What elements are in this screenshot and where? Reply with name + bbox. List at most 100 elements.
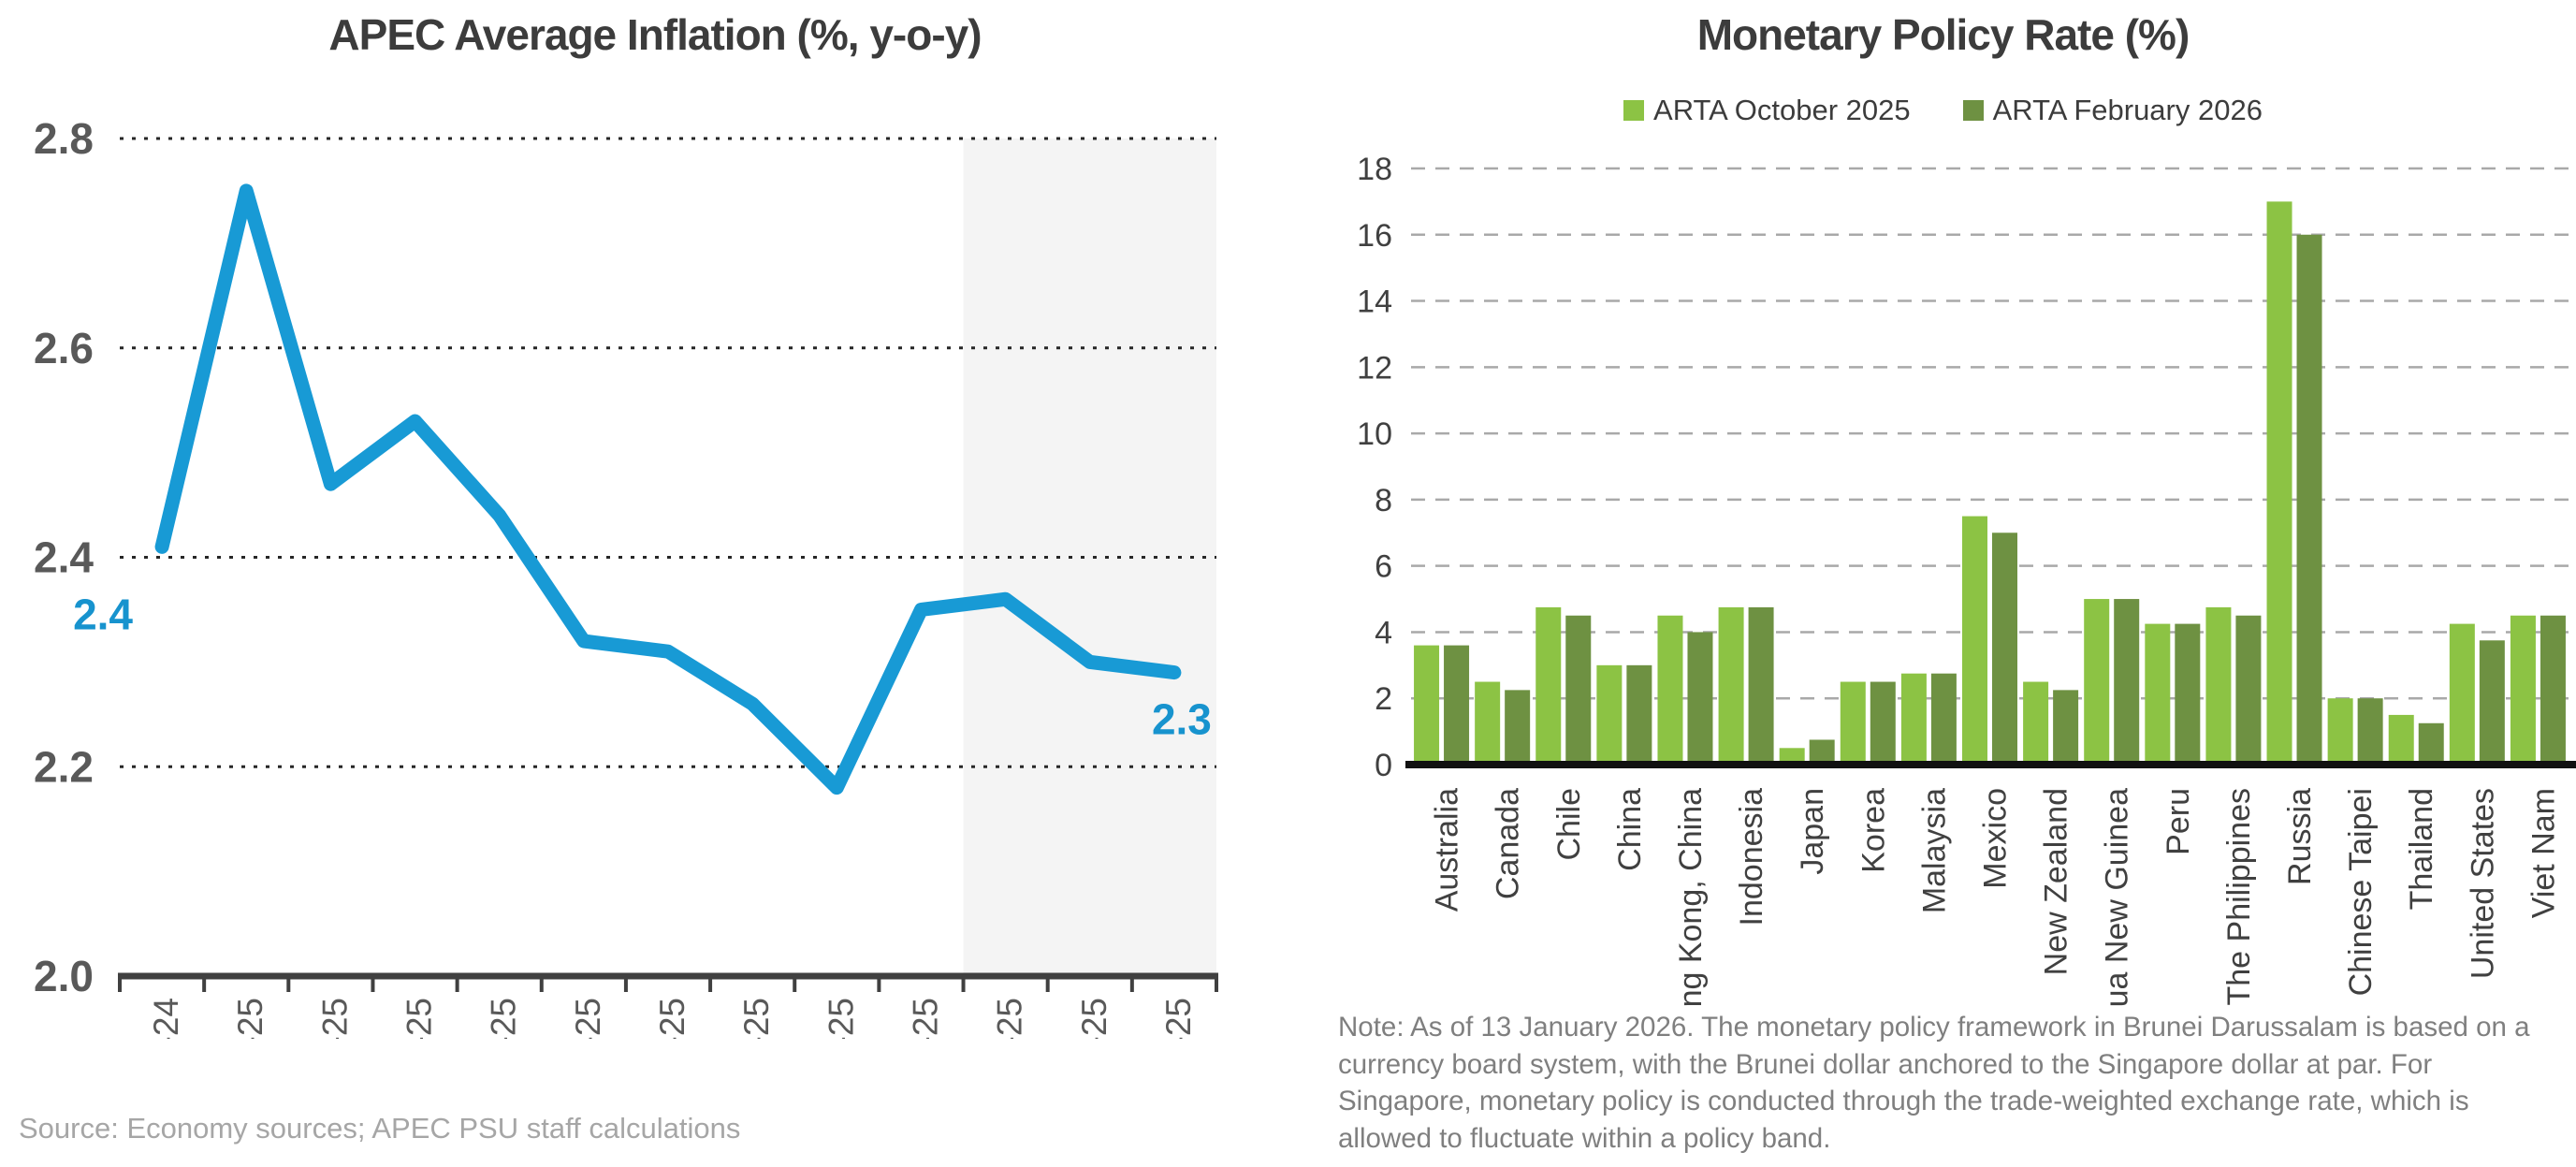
- bar-february: [1565, 615, 1592, 765]
- svg-text:2.4: 2.4: [34, 533, 94, 582]
- category-label: Malaysia: [1916, 788, 1952, 913]
- first-value-label: 2.4: [73, 590, 133, 638]
- bar-october: [2084, 599, 2110, 765]
- legend-label: ARTA October 2025: [1653, 94, 1911, 126]
- bar-february: [1626, 664, 1652, 765]
- svg-text:6: 6: [1375, 549, 1392, 585]
- inflation-panel: APEC Average Inflation (%, y-o-y) 2.0 2.2…: [19, 10, 1218, 1145]
- category-label: Viet Nam: [2525, 788, 2561, 918]
- bar-october: [1962, 516, 1987, 765]
- x-label: Feb-25: [315, 998, 354, 1039]
- policy-rate-panel: Monetary Policy Rate (%) ARTA October 20…: [1310, 0, 2576, 1167]
- bar-february: [2296, 234, 2322, 765]
- bar-october: [2388, 714, 2414, 765]
- inflation-line-chart: 2.0 2.2 2.4 2.6 2.8 Dec-24 Jan-25 Feb-25 Mar-25 A…: [34, 114, 1218, 1039]
- last-value-label: 2.3: [1152, 695, 1212, 744]
- category-label: Thailand: [2404, 788, 2439, 910]
- x-label: Dec-24: [147, 998, 185, 1039]
- svg-text:14: 14: [1357, 284, 1392, 320]
- bar-february: [2114, 599, 2140, 765]
- category-label: Chile: [1551, 788, 1587, 860]
- svg-text:10: 10: [1357, 416, 1392, 452]
- svg-text:2.0: 2.0: [34, 952, 94, 1000]
- bar-october: [2449, 623, 2475, 765]
- bar-october: [1840, 681, 1866, 765]
- bar-february: [1748, 606, 1774, 765]
- x-label: Jan-25: [231, 998, 269, 1039]
- bar-october: [1657, 615, 1683, 765]
- category-label: Peru: [2161, 788, 2196, 855]
- x-label: Oct-25: [991, 998, 1029, 1039]
- category-label: Indonesia: [1734, 788, 1769, 926]
- bar-october: [2145, 623, 2171, 765]
- inflation-line: [154, 183, 1182, 795]
- legend-label: ARTA February 2026: [1992, 94, 2263, 126]
- category-label: Canada: [1491, 788, 1526, 899]
- bar-february: [2418, 722, 2444, 765]
- x-label: Dec-25: [1159, 998, 1198, 1039]
- svg-text:4: 4: [1375, 615, 1392, 650]
- legend-swatch-light-green: [1623, 100, 1645, 121]
- policy-rate-chart-title: Monetary Policy Rate (%): [1696, 10, 2190, 59]
- bar-february: [1687, 632, 1713, 765]
- bar-february: [2053, 690, 2079, 765]
- bar-february: [1992, 532, 2017, 765]
- category-label: Australia: [1430, 788, 1465, 912]
- x-label: Aug-25: [822, 998, 860, 1039]
- bar-october: [1475, 681, 1501, 765]
- svg-text:8: 8: [1375, 483, 1392, 518]
- forecast-band: [963, 139, 1216, 976]
- bar-october: [1900, 673, 1927, 765]
- x-label: Mar-25: [400, 998, 439, 1039]
- bar-february: [1930, 673, 1957, 765]
- bar-february: [2479, 640, 2505, 765]
- bar-february: [1870, 681, 1896, 765]
- bar-october: [1596, 664, 1623, 765]
- bar-february: [2357, 698, 2383, 765]
- category-label: Korea: [1856, 788, 1891, 873]
- bar-february: [2540, 615, 2566, 765]
- bar-february: [1444, 645, 1470, 765]
- x-label: May-25: [569, 998, 607, 1039]
- category-label: United States: [2465, 788, 2500, 979]
- bar-october: [1414, 645, 1440, 765]
- bar-october: [1718, 606, 1744, 765]
- category-label: Chinese Taipei: [2343, 788, 2379, 996]
- category-label: Japan: [1795, 788, 1830, 875]
- svg-text:12: 12: [1357, 350, 1392, 386]
- svg-text:16: 16: [1357, 218, 1392, 254]
- category-label: New Zealand: [2039, 788, 2074, 975]
- category-label: China: [1612, 788, 1648, 871]
- bar-october: [1535, 606, 1562, 765]
- x-label: Jun-25: [653, 998, 691, 1039]
- category-label: The Philippines: [2221, 788, 2257, 1005]
- bar-february: [1505, 690, 1531, 765]
- bar-october: [2327, 698, 2353, 765]
- bar-october: [2510, 615, 2536, 765]
- source-note: Source: Economy sources; APEC PSU staff …: [19, 1112, 741, 1145]
- bar-october: [2205, 606, 2232, 765]
- chart-note: Note: As of 13 January 2026. The monetar…: [1338, 1012, 2530, 1154]
- svg-text:0: 0: [1375, 748, 1392, 783]
- svg-text:2.6: 2.6: [34, 324, 94, 372]
- category-label: Mexico: [1978, 788, 2014, 889]
- inflation-chart-title: APEC Average Inflation (%, y-o-y): [328, 10, 982, 59]
- svg-text:2.2: 2.2: [34, 742, 94, 791]
- legend-item-october-2025: ARTA October 2025: [1623, 94, 1911, 127]
- svg-text:2.8: 2.8: [34, 114, 94, 163]
- svg-text:18: 18: [1357, 152, 1392, 187]
- bar-february: [1809, 739, 1835, 765]
- legend: ARTA October 2025 ARTA February 2026: [1310, 94, 2576, 127]
- bar-february: [2175, 623, 2201, 765]
- bar-october: [2023, 681, 2049, 765]
- legend-swatch-dark-green: [1962, 100, 1984, 121]
- category-label: Russia: [2282, 788, 2318, 885]
- x-label: Sep-25: [906, 998, 944, 1039]
- x-label: Jul-25: [737, 998, 776, 1039]
- bar-october: [2266, 201, 2292, 765]
- category-label: Hong Kong, China: [1673, 788, 1709, 1006]
- bar-february: [2235, 615, 2262, 765]
- bar-october: [1779, 748, 1805, 765]
- x-label: Apr-25: [485, 998, 523, 1039]
- legend-item-february-2026: ARTA February 2026: [1962, 94, 2263, 127]
